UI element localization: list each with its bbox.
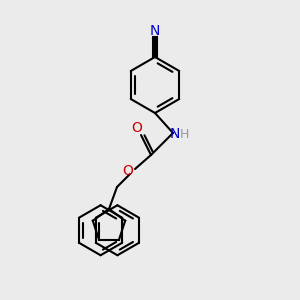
Text: O: O bbox=[123, 164, 134, 178]
Text: O: O bbox=[132, 121, 142, 135]
Text: N: N bbox=[150, 24, 160, 38]
Text: H: H bbox=[179, 128, 189, 140]
Text: N: N bbox=[170, 127, 180, 141]
